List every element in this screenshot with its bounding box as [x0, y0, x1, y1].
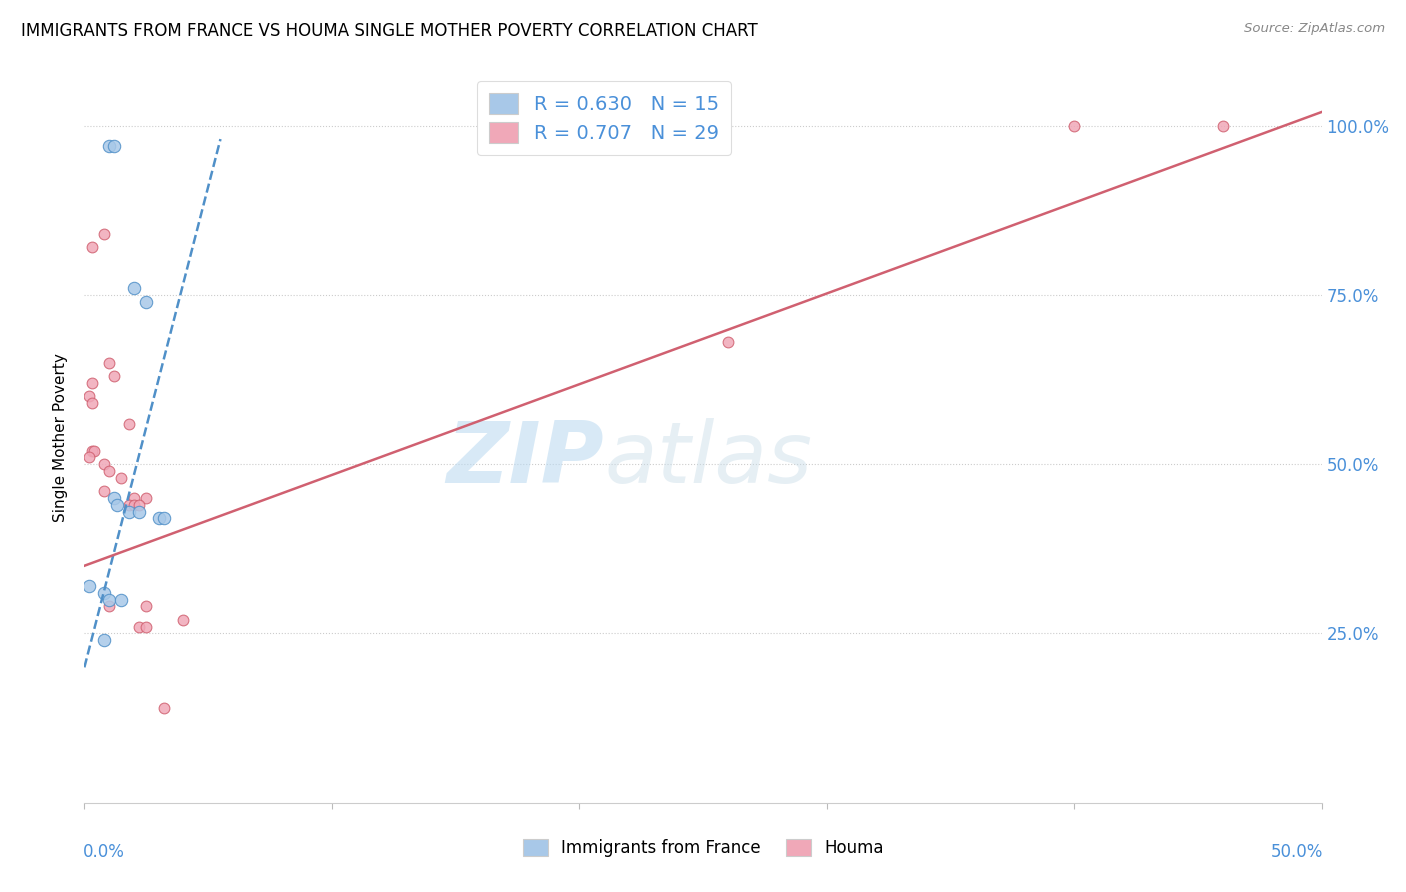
Point — [118, 505, 141, 519]
Text: ZIP: ZIP — [446, 417, 605, 500]
Point — [152, 511, 174, 525]
Point — [98, 599, 121, 614]
Point — [110, 471, 132, 485]
Point — [110, 592, 132, 607]
Point — [128, 620, 150, 634]
Point — [98, 592, 121, 607]
Point — [172, 613, 194, 627]
Point — [135, 620, 157, 634]
Legend: Immigrants from France, Houma: Immigrants from France, Houma — [516, 832, 890, 864]
Point — [79, 389, 101, 403]
Point — [135, 491, 157, 505]
Text: Source: ZipAtlas.com: Source: ZipAtlas.com — [1244, 22, 1385, 36]
Point — [103, 491, 125, 505]
Point — [128, 498, 150, 512]
Point — [79, 579, 101, 593]
Point — [98, 139, 121, 153]
Point — [1212, 119, 1234, 133]
Point — [152, 701, 174, 715]
Point — [80, 240, 103, 254]
Point — [118, 417, 141, 431]
Text: IMMIGRANTS FROM FRANCE VS HOUMA SINGLE MOTHER POVERTY CORRELATION CHART: IMMIGRANTS FROM FRANCE VS HOUMA SINGLE M… — [21, 22, 758, 40]
Point — [118, 498, 141, 512]
Point — [80, 443, 103, 458]
Point — [105, 498, 128, 512]
Text: atlas: atlas — [605, 417, 813, 500]
Point — [83, 443, 105, 458]
Point — [135, 294, 157, 309]
Point — [80, 376, 103, 390]
Point — [79, 450, 101, 465]
Point — [717, 335, 740, 350]
Text: 0.0%: 0.0% — [83, 843, 125, 861]
Point — [93, 457, 115, 471]
Point — [93, 633, 115, 648]
Point — [103, 369, 125, 384]
Point — [122, 491, 145, 505]
Point — [93, 227, 115, 241]
Text: 50.0%: 50.0% — [1271, 843, 1323, 861]
Point — [98, 464, 121, 478]
Point — [103, 139, 125, 153]
Point — [1063, 119, 1085, 133]
Point — [135, 599, 157, 614]
Point — [148, 511, 170, 525]
Point — [80, 396, 103, 410]
Point — [93, 586, 115, 600]
Point — [128, 505, 150, 519]
Point — [122, 498, 145, 512]
Point — [122, 281, 145, 295]
Point — [93, 484, 115, 499]
Y-axis label: Single Mother Poverty: Single Mother Poverty — [53, 352, 69, 522]
Point — [98, 355, 121, 369]
